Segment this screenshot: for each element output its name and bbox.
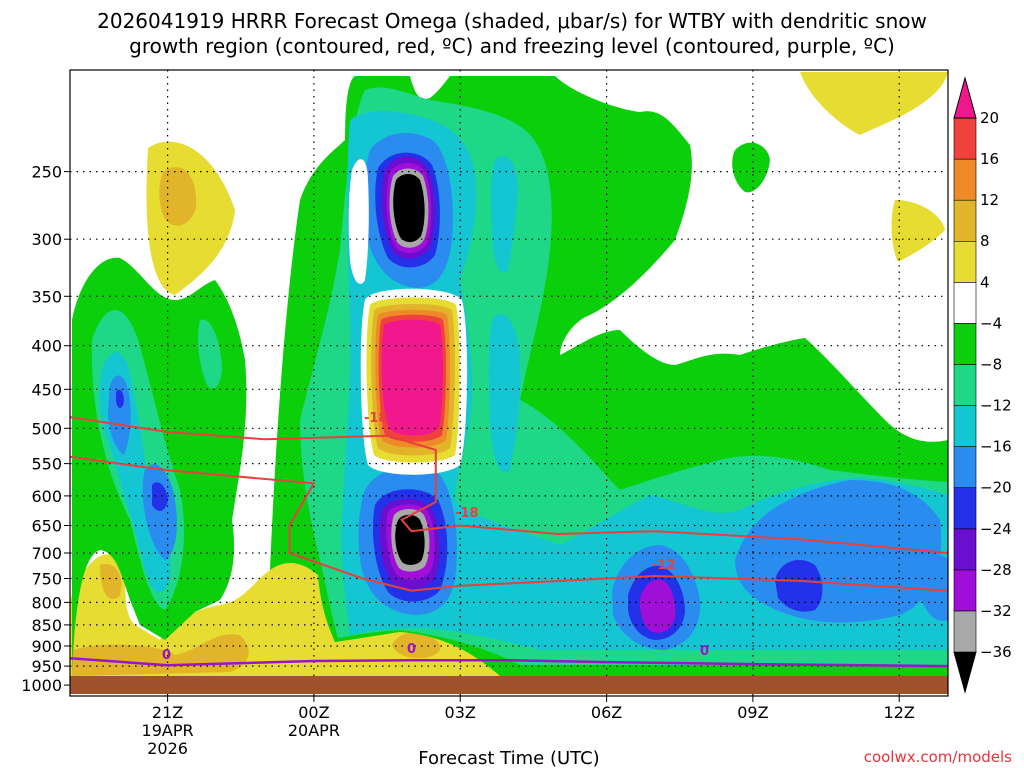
colorbar-swatch-4 (953, 487, 977, 530)
omega-region-black-upper (393, 174, 425, 243)
x-tick-label-03Z: 03Z (445, 703, 476, 722)
omega-region-upper-left-orange (159, 167, 197, 226)
freezing-level-contour (70, 656, 948, 668)
omega-region-low-level-orange-center (392, 632, 441, 659)
omega-region-deepblue-small-left (152, 482, 168, 512)
colorbar-arrow-top (953, 76, 977, 119)
colorbar-swatch-5 (953, 446, 977, 489)
colorbar-label-3: 8 (980, 232, 990, 250)
omega-region-blue-left (108, 375, 131, 455)
colorbar-swatch-3 (953, 528, 977, 571)
colorbar: 20 16 12 8 4 −4 −8 −12 −16 −20 −24 −28 −32 −36 (953, 76, 1012, 694)
y-tick-label-900: 900 (31, 637, 62, 656)
plot-area (70, 70, 948, 696)
grid-lines (70, 70, 948, 696)
x-tick-label-12Z: 12Z (884, 703, 915, 722)
y-tick-label-750: 750 (31, 570, 62, 589)
colorbar-swatch-9 (953, 281, 977, 324)
colorbar-label-5: −4 (980, 314, 1002, 332)
omega-region-upper-white-gap (348, 159, 369, 284)
freezing-label-0-b: 0 (407, 642, 416, 657)
freezing-label-0-c: 0 (700, 644, 709, 659)
colorbar-swatch-10 (953, 240, 977, 283)
y-axis: 250 300 350 400 450 500 550 600 650 700 750 800 850 9… (21, 163, 70, 695)
omega-region-deepblue-800-later (775, 560, 823, 612)
omega-region-cyan-strip-1 (490, 156, 518, 273)
colorbar-label-12: −32 (980, 602, 1012, 620)
omega-region-lightgreen-left-2 (197, 319, 222, 389)
colorbar-label-6: −8 (980, 356, 1002, 374)
dgz-contour-minus-18 (70, 416, 948, 554)
colorbar-swatch-12 (953, 158, 977, 201)
x-tick-label-06Z: 06Z (591, 703, 622, 722)
x-tick-label-00Z: 00Z (298, 703, 329, 722)
x-axis-label: Forecast Time (UTC) (418, 748, 599, 768)
omega-region-low-level-orange-left (100, 564, 122, 600)
colorbar-swatch-11 (953, 199, 977, 242)
y-tick-label-250: 250 (31, 163, 62, 182)
contour-layer (70, 416, 948, 668)
omega-region-blue-left-2 (142, 464, 177, 560)
colorbar-label-4: 4 (980, 273, 990, 291)
omega-region-upper-right-yellow (800, 72, 948, 135)
omega-region-purple-830 (639, 579, 676, 633)
colorbar-swatch-7 (953, 364, 977, 406)
y-tick-label-700: 700 (31, 544, 62, 563)
omega-region-magenta-descent (381, 319, 443, 436)
colorbar-swatch-2 (953, 569, 977, 612)
dgz-contour-minus-12 (70, 455, 948, 592)
y-tick-label-350: 350 (31, 287, 62, 306)
colorbar-label-10: −24 (980, 520, 1012, 538)
contour-labels: -18 -18 -12 0 0 0 (162, 411, 709, 663)
colorbar-label-0: 20 (980, 109, 999, 127)
omega-region-cyan-strip-2 (488, 314, 521, 473)
colorbar-arrow-bottom (953, 651, 977, 694)
colorbar-swatch-1 (953, 610, 977, 653)
colorbar-swatch-13 (953, 117, 977, 160)
colorbar-swatch-6 (953, 405, 977, 447)
dgz-label-minus-12: -12 (652, 558, 676, 573)
y-tick-label-1000: 1000 (21, 676, 62, 695)
chart-title-line-2: growth region (contoured, red, ºC) and f… (129, 34, 895, 58)
terrain-ground-strip (70, 676, 948, 694)
watermark: coolwx.com/models (864, 748, 1012, 766)
omega-region-deepblue-small-left-2 (116, 389, 124, 408)
y-tick-label-600: 600 (31, 487, 62, 506)
y-tick-label-650: 650 (31, 517, 62, 536)
freezing-label-0-a: 0 (162, 648, 171, 663)
omega-region-far-right-yellow (891, 200, 945, 262)
y-tick-label-500: 500 (31, 419, 62, 438)
omega-region-black-700 (395, 514, 425, 565)
omega-region-blue-far-right (920, 554, 948, 621)
y-tick-label-850: 850 (31, 616, 62, 635)
plot-frame (69, 69, 949, 697)
x-tick-year-21Z: 2026 (147, 739, 188, 758)
y-tick-label-400: 400 (31, 337, 62, 356)
x-tick-date-21Z: 19APR (142, 721, 194, 740)
y-tick-label-950: 950 (31, 657, 62, 676)
dgz-label-minus-18-b: -18 (455, 506, 479, 521)
y-tick-label-550: 550 (31, 455, 62, 474)
colorbar-label-2: 12 (980, 191, 999, 209)
x-tick-label-21Z: 21Z (152, 703, 183, 722)
x-tick-date-00Z: 20APR (288, 721, 340, 740)
colorbar-label-13: −36 (980, 643, 1012, 661)
y-tick-label-800: 800 (31, 593, 62, 612)
dgz-label-minus-18-a: -18 (364, 411, 388, 426)
colorbar-label-7: −12 (980, 397, 1012, 415)
x-tick-label-09Z: 09Z (737, 703, 768, 722)
colorbar-label-1: 16 (980, 150, 999, 168)
colorbar-label-8: −16 (980, 438, 1012, 456)
colorbar-swatch-8 (953, 323, 977, 365)
omega-region-isolated-green-upper-right (732, 142, 770, 193)
chart-title-line-1: 2026041919 HRRR Forecast Omega (shaded, … (97, 9, 927, 33)
colorbar-label-9: −20 (980, 479, 1012, 497)
y-tick-label-300: 300 (31, 230, 62, 249)
y-tick-label-450: 450 (31, 380, 62, 399)
colorbar-label-11: −28 (980, 561, 1012, 579)
